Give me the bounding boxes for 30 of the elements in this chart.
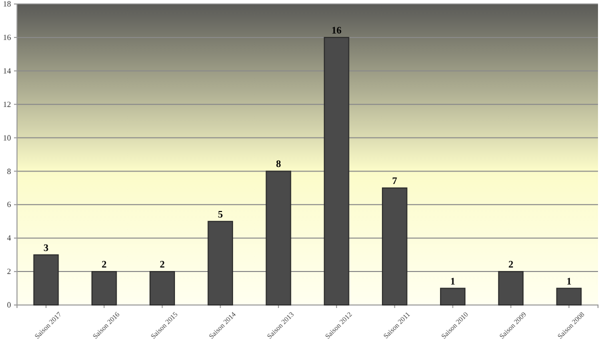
- y-tick-label: 6: [7, 200, 11, 210]
- y-tick-label: 18: [3, 0, 11, 9]
- data-label: 2: [508, 260, 514, 271]
- bar: [556, 288, 582, 306]
- data-label: 16: [332, 25, 342, 36]
- data-label: 1: [566, 276, 572, 288]
- data-label: 7: [392, 176, 398, 187]
- bar: [324, 36, 350, 306]
- bar: [208, 220, 234, 306]
- y-tick-label: 10: [3, 133, 11, 142]
- data-label: 1: [450, 276, 456, 288]
- bar: [91, 271, 117, 306]
- y-tick-label: 12: [3, 100, 11, 109]
- y-tick-label: 8: [7, 166, 11, 176]
- data-label: 2: [160, 260, 165, 271]
- bar: [498, 271, 524, 306]
- y-tick-label: 16: [3, 33, 11, 42]
- y-tick-label: 4: [7, 234, 11, 243]
- data-label: 8: [276, 159, 281, 170]
- bar: [150, 271, 175, 306]
- data-label: 2: [102, 260, 107, 271]
- bar: [33, 254, 59, 306]
- data-label: 3: [44, 242, 49, 254]
- bar: [266, 170, 292, 306]
- bar: [382, 187, 408, 306]
- y-tick-label: 0: [7, 300, 11, 310]
- data-label: 5: [218, 209, 223, 220]
- y-tick-label: 2: [7, 267, 11, 276]
- bar: [440, 288, 466, 306]
- y-tick-label: 14: [3, 66, 11, 76]
